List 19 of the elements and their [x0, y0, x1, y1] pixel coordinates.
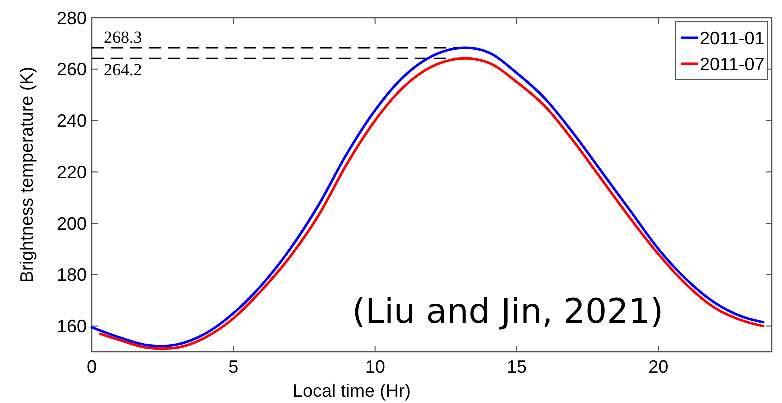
- y-tick-label: 220: [56, 162, 87, 182]
- x-tick-label: 10: [365, 357, 386, 377]
- x-tick-label: 15: [506, 357, 528, 377]
- y-tick-label: 240: [56, 111, 87, 132]
- ref-line-label: 264.2: [104, 60, 142, 80]
- legend-label: 2011-07: [700, 54, 765, 74]
- ref-line-label: 268.3: [104, 28, 142, 48]
- y-tick-label: 180: [56, 265, 87, 286]
- y-tick-label: 260: [56, 60, 87, 80]
- annotation: (Liu and Jin, 2021): [352, 292, 664, 332]
- y-tick-label: 160: [56, 316, 87, 337]
- y-tick-label: 200: [56, 214, 87, 234]
- x-tick-label: 20: [648, 357, 669, 377]
- x-tick-label: 0: [86, 357, 98, 377]
- legend-label: 2011-01: [700, 28, 765, 48]
- y-axis-title: Brightness temperature (K): [17, 66, 37, 284]
- x-axis-title: Local time (Hr): [292, 381, 412, 401]
- x-tick-label: 5: [228, 357, 239, 377]
- y-tick-label: 280: [56, 8, 87, 28]
